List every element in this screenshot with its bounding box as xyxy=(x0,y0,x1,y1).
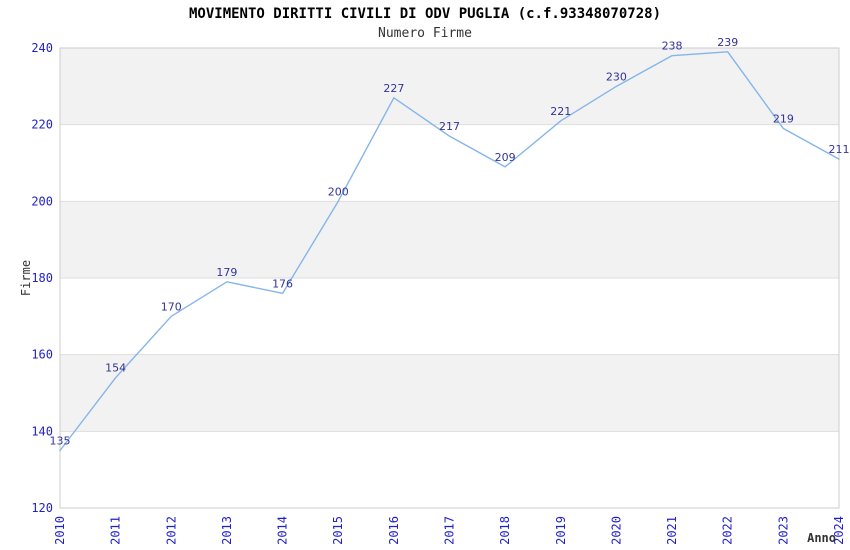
x-axis-title: Anno xyxy=(807,531,836,545)
plot-band xyxy=(60,48,839,125)
y-tick-label: 180 xyxy=(31,271,53,285)
x-tick-label: 2015 xyxy=(331,516,345,545)
x-tick-label: 2019 xyxy=(554,516,568,545)
point-label: 154 xyxy=(105,362,126,375)
y-axis-tick-labels: 120 140 160 180 200 220 240 xyxy=(31,41,53,515)
x-tick-label: 2024 xyxy=(832,516,846,545)
point-label: 227 xyxy=(383,82,404,95)
x-tick-label: 2017 xyxy=(443,516,457,545)
plot-band xyxy=(60,124,839,202)
x-tick-label: 2012 xyxy=(164,516,178,545)
plot-bands xyxy=(60,48,839,508)
plot-border xyxy=(59,47,840,509)
point-label: 238 xyxy=(662,40,683,53)
plot-band xyxy=(60,201,839,278)
point-label: 211 xyxy=(829,143,850,156)
x-tick-label: 2016 xyxy=(387,516,401,545)
series-line xyxy=(59,51,840,452)
x-tick-label: 2018 xyxy=(498,516,512,545)
x-tick-label: 2013 xyxy=(220,516,234,545)
chart-title: MOVIMENTO DIRITTI CIVILI DI ODV PUGLIA (… xyxy=(188,6,661,22)
x-tick-label: 2010 xyxy=(53,516,67,545)
y-tick-label: 220 xyxy=(31,118,53,132)
x-tick-label: 2020 xyxy=(609,516,623,545)
point-label: 217 xyxy=(439,120,460,133)
x-tick-label: 2014 xyxy=(276,516,290,545)
y-tick-label: 240 xyxy=(31,41,53,55)
gridlines xyxy=(60,124,839,432)
x-tick-label: 2022 xyxy=(721,516,735,545)
y-tick-label: 120 xyxy=(31,501,53,515)
y-tick-label: 140 xyxy=(31,424,53,438)
y-tick-label: 200 xyxy=(31,194,53,208)
y-axis-title: Firme xyxy=(19,260,33,296)
y-tick-label: 160 xyxy=(31,348,53,362)
x-axis-tick-labels: 2010 2011 2012 2013 2014 2015 2016 2017 2018 2019… xyxy=(53,516,846,545)
point-labels: 135 154 170 179 176 200 227 217 209 221 230 238 239 2… xyxy=(50,36,850,448)
point-label: 200 xyxy=(328,185,349,198)
point-label: 230 xyxy=(606,70,627,83)
plot-band xyxy=(60,431,839,508)
chart-subtitle: Numero Firme xyxy=(378,26,472,41)
x-tick-label: 2023 xyxy=(776,516,790,545)
point-label: 239 xyxy=(717,36,738,49)
point-label: 135 xyxy=(50,435,71,448)
x-tick-label: 2011 xyxy=(109,516,123,545)
point-label: 219 xyxy=(773,113,794,126)
point-label: 221 xyxy=(550,105,571,118)
point-label: 209 xyxy=(495,151,516,164)
point-label: 176 xyxy=(272,277,293,290)
plot-band xyxy=(60,278,839,355)
x-tick-label: 2021 xyxy=(665,516,679,545)
plot-band xyxy=(60,354,839,432)
point-label: 170 xyxy=(161,300,182,313)
point-label: 179 xyxy=(216,266,237,279)
